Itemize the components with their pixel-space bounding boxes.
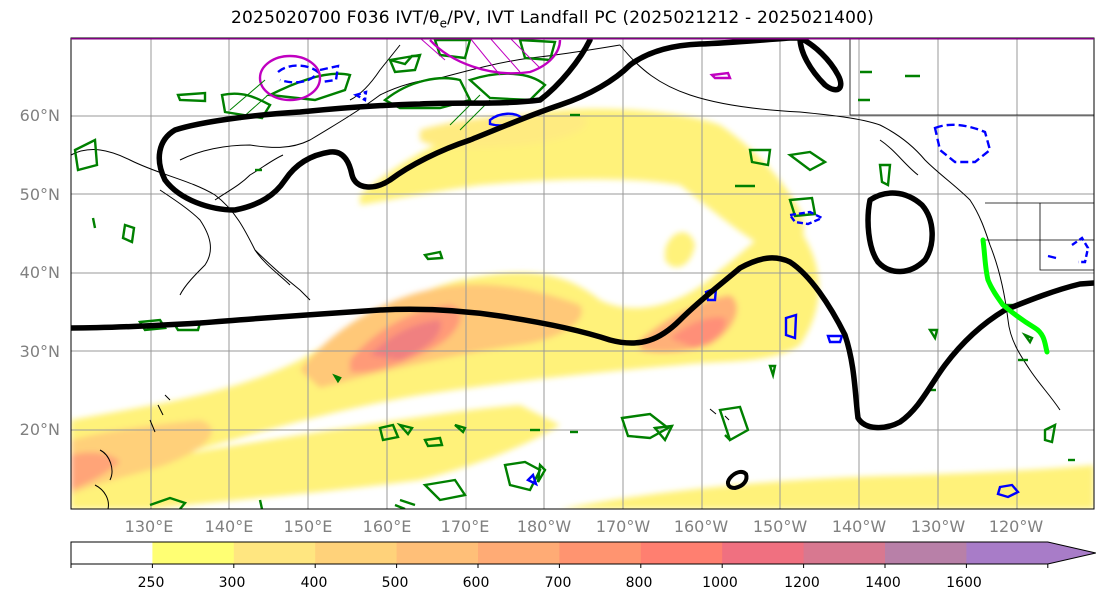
colorbar-segment (152, 542, 235, 564)
lon-label-160w: 160°W (673, 517, 729, 536)
lon-label-130w: 130°W (910, 517, 966, 536)
colorbar-tick-250: 250 (137, 575, 165, 591)
title-theta: θ (428, 8, 440, 28)
graticule (71, 38, 1094, 509)
colorbar-tick-400: 400 (300, 575, 328, 591)
colorbar-tick-1200: 1200 (784, 575, 820, 591)
colorbar-tick-300: 300 (218, 575, 246, 591)
lon-label-140w: 140°W (831, 517, 887, 536)
title-suffix: /PV, IVT Landfall PC (2025021212 - 20250… (447, 8, 874, 28)
colorbar-tick-500: 500 (381, 575, 409, 591)
title-theta-subscript: e (439, 16, 448, 31)
colorbar-tick-800: 800 (625, 575, 653, 591)
colorbar-segment (396, 542, 479, 564)
lon-label-130e: 130°E (124, 517, 174, 536)
lon-label-170e: 170°E (440, 517, 490, 536)
lat-label-20n: 20°N (19, 420, 60, 439)
colorbar (70, 541, 1096, 568)
lon-label-170w: 170°W (595, 517, 651, 536)
colorbar-segment (803, 542, 886, 564)
ivt-shading (71, 108, 1094, 509)
colorbar-tick-600: 600 (462, 575, 490, 591)
colorbar-tick-1400: 1400 (865, 575, 901, 591)
pv-contours (71, 38, 1094, 490)
colorbar-segment (233, 542, 316, 564)
lat-label-40n: 40°N (19, 263, 60, 282)
coastlines (71, 38, 1094, 509)
lat-label-60n: 60°N (19, 106, 60, 125)
landfall-line (980, 237, 1050, 355)
colorbar-tick-1600: 1600 (946, 575, 982, 591)
magenta-thin-lines (419, 38, 541, 76)
colorbar-segment (885, 542, 967, 564)
lon-label-150e: 150°E (283, 517, 333, 536)
colorbar-tick-1000: 1000 (702, 575, 738, 591)
colorbar-tick-700: 700 (544, 575, 572, 591)
colorbar-segment (478, 542, 560, 564)
colorbar-segment (71, 542, 153, 564)
lon-label-140e: 140°E (204, 517, 254, 536)
magenta-contours (258, 39, 732, 102)
colorbar-extend-arrow (1047, 542, 1096, 564)
colorbar-segment (722, 542, 805, 564)
map-panel (71, 38, 1094, 509)
colorbar-segment (559, 542, 642, 564)
lon-label-180w: 180°W (516, 517, 572, 536)
colorbar-segment (966, 542, 1049, 564)
lat-label-50n: 50°N (19, 185, 60, 204)
colorbar-outline (70, 541, 1096, 565)
title-prefix: 2025020700 F036 IVT/ (231, 8, 429, 28)
map-title: 2025020700 F036 IVT/θe/PV, IVT Landfall … (0, 8, 1105, 30)
lon-label-120w: 120°W (988, 517, 1044, 536)
theta-e-green-contours (73, 38, 1075, 509)
colorbar-segment (315, 542, 398, 564)
lon-label-160e: 160°E (362, 517, 412, 536)
lon-label-150w: 150°W (752, 517, 808, 536)
lat-label-30n: 30°N (19, 342, 60, 361)
map-top-edge (71, 38, 1094, 40)
colorbar-segment (640, 542, 723, 564)
